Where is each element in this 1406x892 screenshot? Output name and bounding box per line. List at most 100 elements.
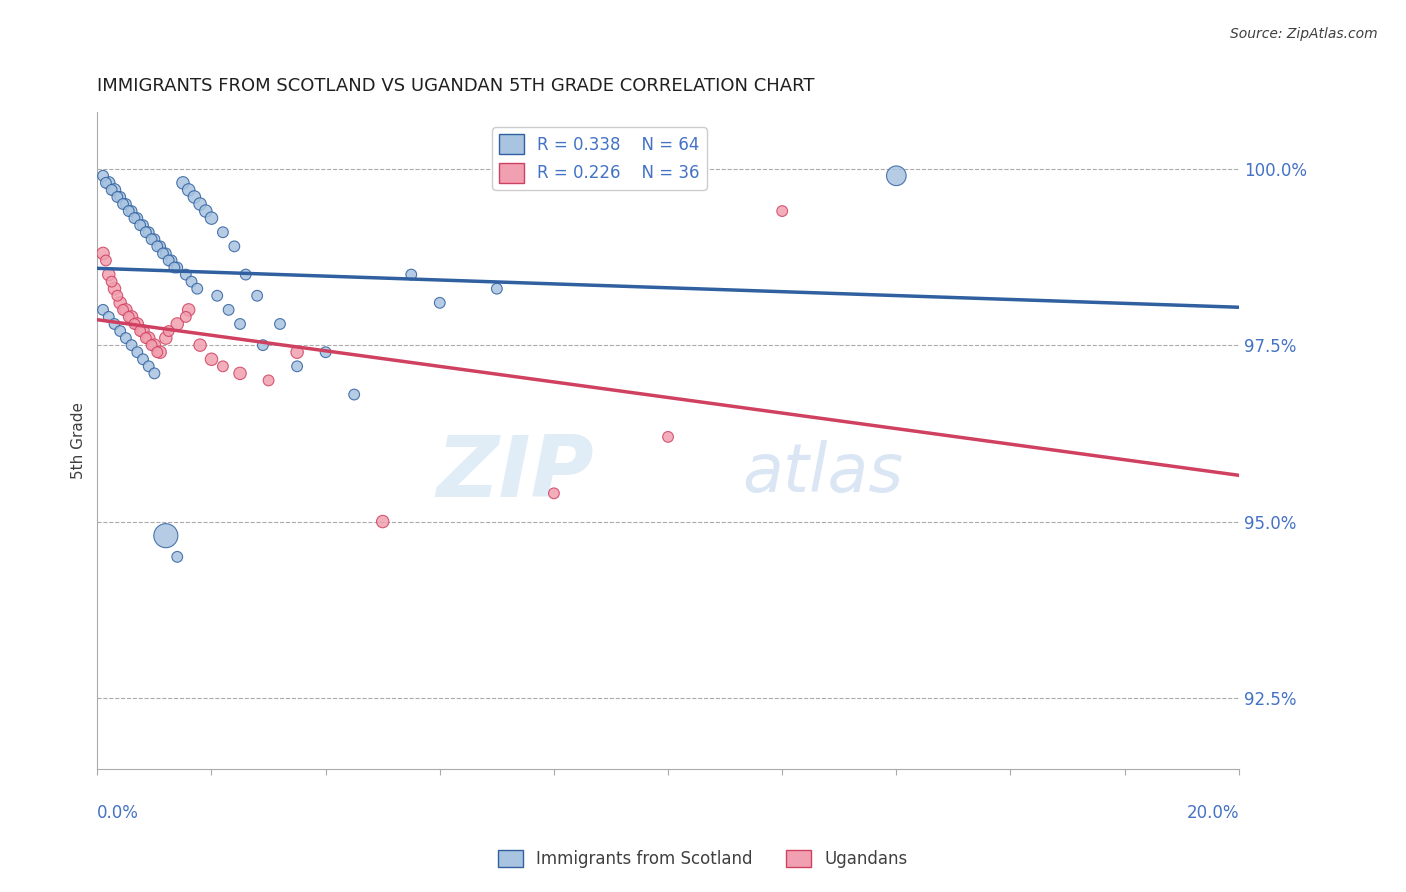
Point: [177, 302, 200, 317]
Point: [132, 324, 155, 338]
Point: [143, 367, 166, 381]
Point: [343, 387, 366, 401]
Point: [108, 190, 131, 204]
Point: [115, 197, 138, 211]
Point: [105, 289, 128, 303]
Legend: Immigrants from Scotland, Ugandans: Immigrants from Scotland, Ugandans: [492, 843, 914, 875]
Point: [188, 338, 211, 352]
Point: [257, 373, 280, 387]
Point: [657, 430, 679, 444]
Point: [135, 225, 157, 239]
Point: [138, 359, 160, 374]
Point: [121, 204, 143, 219]
Point: [160, 253, 183, 268]
Point: [143, 232, 166, 246]
Point: [246, 289, 269, 303]
Point: [108, 295, 131, 310]
Point: [94, 253, 117, 268]
Point: [157, 253, 180, 268]
Point: [118, 310, 141, 324]
Text: 0.0%: 0.0%: [97, 804, 139, 822]
Point: [103, 183, 125, 197]
Text: Source: ZipAtlas.com: Source: ZipAtlas.com: [1230, 27, 1378, 41]
Point: [174, 310, 197, 324]
Legend: R = 0.338    N = 64, R = 0.226    N = 36: R = 0.338 N = 64, R = 0.226 N = 36: [492, 128, 707, 189]
Point: [371, 515, 394, 529]
Point: [166, 549, 188, 564]
Point: [269, 317, 291, 331]
Point: [121, 338, 143, 352]
Point: [770, 204, 793, 219]
Point: [188, 197, 211, 211]
Point: [172, 176, 194, 190]
Point: [97, 268, 120, 282]
Point: [91, 246, 114, 260]
Point: [149, 345, 172, 359]
Point: [105, 190, 128, 204]
Point: [115, 331, 138, 345]
Point: [141, 338, 163, 352]
Point: [94, 176, 117, 190]
Point: [285, 345, 308, 359]
Point: [124, 211, 146, 226]
Point: [200, 352, 222, 367]
Point: [127, 345, 149, 359]
Point: [100, 183, 122, 197]
Point: [152, 246, 174, 260]
Point: [146, 239, 169, 253]
Point: [229, 367, 252, 381]
Point: [543, 486, 565, 500]
Text: IMMIGRANTS FROM SCOTLAND VS UGANDAN 5TH GRADE CORRELATION CHART: IMMIGRANTS FROM SCOTLAND VS UGANDAN 5TH …: [97, 78, 815, 95]
Point: [112, 302, 135, 317]
Point: [155, 246, 177, 260]
Point: [138, 225, 160, 239]
Point: [166, 317, 188, 331]
Point: [112, 197, 135, 211]
Point: [218, 302, 240, 317]
Point: [183, 190, 205, 204]
Point: [143, 338, 166, 352]
Point: [285, 359, 308, 374]
Point: [180, 275, 202, 289]
Point: [205, 289, 228, 303]
Point: [127, 211, 149, 226]
Text: atlas: atlas: [742, 441, 904, 507]
Point: [166, 260, 188, 275]
Point: [429, 295, 451, 310]
Point: [315, 345, 337, 359]
Text: 20.0%: 20.0%: [1187, 804, 1239, 822]
Point: [91, 169, 114, 183]
Point: [155, 529, 177, 543]
Point: [224, 239, 246, 253]
Point: [177, 183, 200, 197]
Point: [157, 324, 180, 338]
Point: [399, 268, 422, 282]
Point: [115, 302, 138, 317]
Point: [194, 204, 217, 219]
Point: [235, 268, 257, 282]
Point: [200, 211, 222, 226]
Point: [108, 324, 131, 338]
Point: [127, 317, 149, 331]
Point: [121, 310, 143, 324]
Point: [118, 204, 141, 219]
Point: [97, 310, 120, 324]
Point: [149, 239, 172, 253]
Point: [485, 282, 508, 296]
Point: [138, 331, 160, 345]
Point: [212, 359, 235, 374]
Point: [129, 218, 152, 232]
Point: [229, 317, 252, 331]
Point: [252, 338, 274, 352]
Point: [103, 317, 125, 331]
Point: [129, 324, 152, 338]
Point: [132, 218, 155, 232]
Text: ZIP: ZIP: [436, 432, 593, 515]
Point: [186, 282, 208, 296]
Point: [91, 302, 114, 317]
Point: [132, 352, 155, 367]
Point: [141, 232, 163, 246]
Point: [100, 275, 122, 289]
Point: [135, 331, 157, 345]
Point: [97, 176, 120, 190]
